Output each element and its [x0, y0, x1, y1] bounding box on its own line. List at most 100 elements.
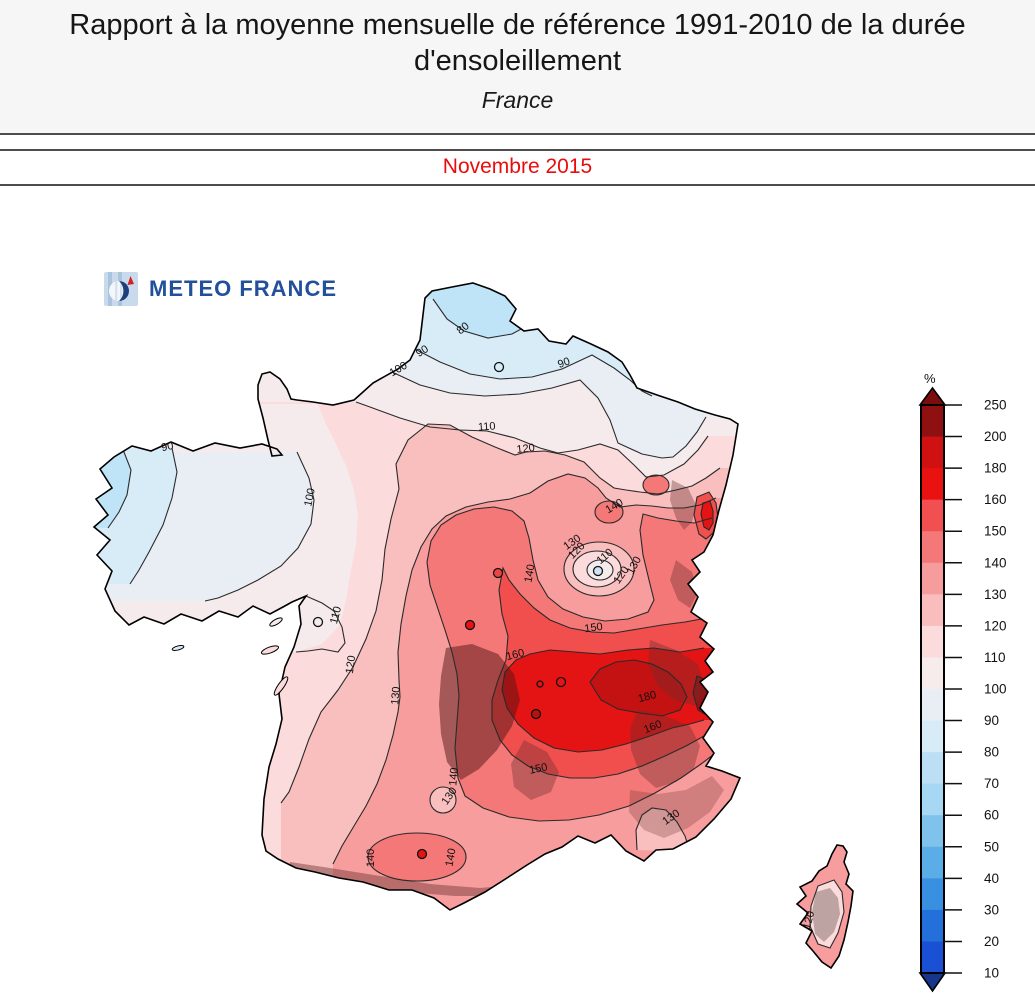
toulon-130-low	[636, 808, 690, 852]
contour-label: 120	[516, 442, 536, 456]
depression-moat	[558, 537, 642, 603]
contour-label: 110	[478, 420, 496, 433]
closed-140-cell	[595, 501, 623, 523]
page-subtitle: France	[481, 87, 554, 113]
local-130-low	[430, 787, 456, 813]
legend-tick-label: 180	[984, 461, 1007, 476]
city-marker	[536, 680, 544, 688]
city-marker	[493, 361, 505, 373]
contour-label: 120	[801, 910, 817, 931]
contour-label: 160	[642, 718, 664, 736]
city-marker	[416, 848, 428, 860]
contour-label: 130	[439, 785, 459, 807]
pyrenees-relief	[288, 862, 560, 896]
legend-tick-label: 250	[984, 398, 1007, 413]
legend-tick-label: 60	[984, 808, 999, 823]
contour-label: 120	[344, 655, 358, 675]
contour-label: 110	[594, 546, 615, 566]
band-80-90-brittany	[94, 448, 177, 584]
alpine-peak-cell	[693, 676, 714, 716]
contour-label: 180	[637, 689, 658, 705]
corsica-relief	[812, 888, 840, 942]
contour-label: 130	[389, 686, 403, 705]
cevennes-relief	[511, 740, 559, 800]
contour-label: 110	[328, 605, 344, 625]
contour-label: 130	[561, 532, 583, 552]
contour-label: 80	[455, 320, 472, 337]
contour-label: 140	[365, 849, 377, 867]
contour-label: 140	[444, 847, 459, 867]
legend-unit: %	[924, 371, 936, 386]
country-outline	[92, 282, 854, 970]
alps-north-relief	[648, 640, 706, 706]
legend-segment	[922, 815, 943, 848]
legend-segment	[922, 689, 943, 722]
legend-tick-label: 90	[984, 713, 999, 728]
city-marker	[312, 616, 324, 628]
legend-arrow-top	[918, 386, 947, 406]
legend-segment	[922, 499, 943, 532]
city-marker	[592, 565, 604, 577]
relief-shading	[288, 480, 840, 942]
jura-relief	[670, 560, 698, 608]
contour-lines	[107, 298, 845, 949]
legend-tick-label: 160	[984, 492, 1007, 507]
contour-label: 90	[556, 355, 572, 370]
contour-label: 90	[414, 343, 431, 360]
city-marker	[555, 676, 567, 688]
meteo-france-globe-icon	[104, 272, 138, 306]
contour-label: 90	[160, 440, 174, 454]
legend-tick-label: 30	[984, 902, 999, 917]
alsace-150-cell	[694, 492, 718, 539]
legend-segment	[922, 562, 943, 595]
band-120-130	[281, 424, 853, 968]
contour-label: 140	[523, 563, 538, 583]
legend-segment	[922, 594, 943, 627]
legend-tick-label: 150	[984, 524, 1007, 539]
depression-120-ring	[573, 551, 621, 587]
legend-segment	[922, 909, 943, 943]
legend-segment	[922, 625, 943, 659]
provence-relief	[629, 776, 724, 838]
band-130-140	[333, 474, 853, 968]
contour-labels: 8090909010010011011011012012012012012013…	[160, 320, 817, 931]
legend-segment	[922, 846, 943, 879]
contour-label: 130	[660, 807, 682, 827]
title-block: Rapport à la moyenne mensuelle de référe…	[0, 0, 1035, 133]
legend-tick-label: 120	[984, 618, 1007, 633]
period-label: Novembre 2015	[442, 155, 593, 178]
contour-label: 120	[611, 564, 631, 586]
legend-tick-label: 200	[984, 429, 1007, 444]
toulouse-140-cell	[368, 833, 466, 881]
massif-central-relief	[439, 644, 520, 780]
band-lt80-brittany	[94, 447, 131, 528]
divider	[0, 149, 1035, 151]
city-marker	[464, 619, 476, 631]
legend-segment	[922, 941, 943, 974]
contour-label: 150	[584, 621, 604, 635]
legend-frame	[920, 404, 945, 974]
legend-segment	[922, 878, 943, 911]
band-150-160	[492, 568, 853, 778]
band-140-150	[427, 507, 853, 821]
page-title-line1: Rapport à la moyenne mensuelle de référe…	[69, 9, 966, 41]
alsace-160-cell	[701, 501, 713, 530]
legend-arrow-bottom	[918, 972, 947, 993]
legend-segment	[922, 436, 943, 469]
legend-tick-label: 140	[984, 555, 1007, 570]
contour-label: 120	[566, 540, 587, 561]
legend-segment	[922, 531, 943, 564]
divider	[0, 184, 1035, 186]
legend-segment	[922, 752, 943, 785]
city-marker	[492, 567, 504, 579]
legend-segment	[922, 405, 943, 438]
legend-tick-label: 40	[984, 871, 999, 886]
closed-140-cell	[643, 475, 669, 495]
contour-label: 100	[302, 487, 318, 507]
city-marker	[530, 708, 542, 720]
city-markers	[312, 361, 604, 860]
depression-130-ring	[564, 542, 634, 596]
band-90-100-brittany	[94, 452, 314, 601]
legend-tick-label: 130	[984, 587, 1007, 602]
